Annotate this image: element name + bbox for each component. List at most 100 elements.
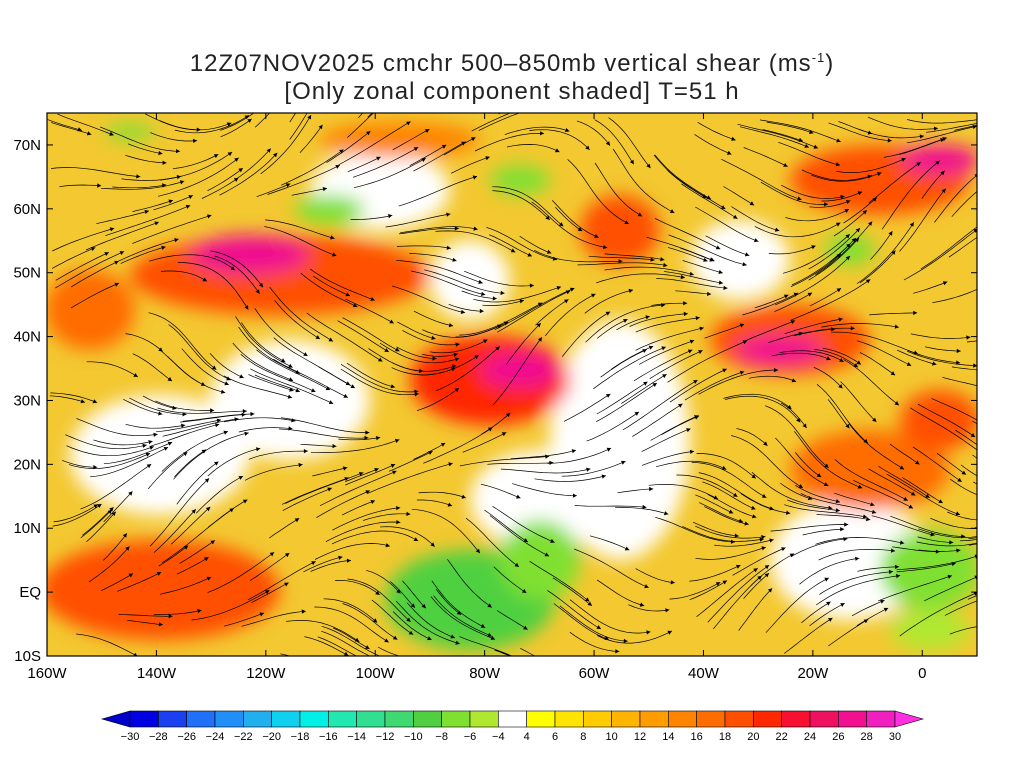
streamline	[338, 121, 411, 166]
streamline	[85, 221, 159, 251]
streamline	[76, 633, 138, 656]
streamline-arrowhead	[951, 561, 956, 567]
streamline-arrowhead	[863, 438, 868, 444]
streamline	[480, 483, 521, 499]
streamline-arrowhead	[413, 147, 419, 151]
streamline-arrowhead	[642, 349, 647, 353]
streamline-arrowhead	[753, 568, 758, 573]
streamline-arrowhead	[890, 371, 896, 376]
streamline-arrowhead	[816, 473, 822, 478]
colorbar-segment	[186, 710, 216, 728]
streamline-arrowhead	[295, 369, 300, 374]
streamline-arrowhead	[295, 388, 300, 393]
streamline-arrowhead	[545, 454, 550, 459]
streamline-arrowhead	[996, 592, 1000, 596]
streamline-arrowhead	[495, 346, 500, 351]
streamline	[910, 407, 977, 451]
streamline	[622, 379, 698, 431]
streamline	[780, 402, 807, 429]
streamline-arrowhead	[718, 269, 723, 274]
streamline	[101, 573, 134, 591]
streamline-arrowhead	[807, 292, 813, 297]
streamline-arrowhead	[223, 430, 228, 435]
streamline	[326, 130, 371, 163]
lat-tick-label: 20N	[13, 456, 41, 473]
streamline	[843, 197, 878, 224]
colorbar-label: 24	[804, 731, 816, 743]
streamline-arrowhead	[168, 199, 173, 204]
streamline	[899, 188, 946, 252]
streamline	[695, 525, 766, 539]
streamline	[156, 419, 222, 433]
streamline	[821, 191, 863, 202]
streamline	[944, 600, 977, 616]
streamline-arrowhead	[840, 194, 845, 200]
streamline	[379, 342, 460, 364]
streamline-arrowhead	[514, 562, 519, 567]
streamline	[586, 411, 640, 442]
streamline	[802, 528, 845, 536]
streamline-arrowhead	[649, 486, 654, 492]
colorbar-label: −28	[149, 731, 168, 743]
streamline	[280, 653, 291, 656]
streamline-arrowhead	[843, 537, 848, 542]
streamline-arrowhead	[981, 121, 985, 125]
streamline-arrowhead	[168, 614, 173, 619]
streamline	[684, 371, 745, 401]
streamline	[547, 447, 612, 464]
streamline-arrowhead	[550, 538, 555, 543]
streamline-arrowhead	[183, 452, 188, 457]
streamline	[743, 572, 770, 599]
streamline-arrowhead	[838, 384, 843, 389]
streamline	[682, 260, 723, 274]
streamline	[692, 521, 739, 537]
streamline	[380, 526, 435, 547]
streamline	[333, 627, 370, 650]
streamline-arrowhead	[487, 632, 492, 637]
streamline	[282, 487, 332, 511]
streamline	[93, 439, 153, 446]
streamline-arrowhead	[527, 252, 532, 257]
streamline	[431, 580, 486, 629]
streamline-arrowhead	[475, 548, 480, 554]
streamline-arrowhead	[176, 149, 180, 154]
streamline	[120, 246, 166, 264]
streamline	[430, 596, 496, 640]
streamline-arrowhead	[880, 599, 885, 604]
streamline-arrowhead	[722, 368, 727, 373]
streamline-arrowhead	[265, 590, 270, 595]
streamline	[461, 290, 497, 300]
streamline	[596, 579, 645, 607]
streamline	[951, 190, 977, 217]
streamline	[429, 339, 488, 354]
streamline	[353, 157, 426, 189]
streamline	[90, 446, 169, 478]
streamline	[584, 289, 634, 314]
streamline	[754, 222, 841, 238]
streamline-arrowhead	[1003, 172, 1008, 176]
streamline	[681, 183, 738, 219]
streamline-arrowhead	[739, 370, 745, 375]
streamline-arrowhead	[454, 226, 459, 231]
streamline-arrowhead	[288, 363, 293, 368]
streamline-arrowhead	[648, 345, 654, 350]
streamline-arrowhead	[890, 548, 896, 553]
streamline-arrowhead	[385, 543, 390, 548]
streamline-arrowhead	[406, 617, 411, 622]
streamline-arrowhead	[751, 474, 756, 479]
streamline-arrowhead	[179, 180, 185, 185]
streamline	[65, 434, 147, 450]
title-line-2: [Only zonal component shaded] T=51 h	[284, 78, 740, 105]
streamline	[834, 459, 908, 501]
streamline-arrowhead	[441, 144, 447, 149]
streamline-arrowhead	[721, 465, 727, 470]
streamline-arrowhead	[259, 612, 264, 617]
streamline-arrowhead	[201, 449, 207, 454]
streamline-arrowhead	[942, 281, 948, 286]
streamline	[238, 326, 300, 374]
streamline-arrowhead	[396, 506, 401, 511]
streamline	[86, 511, 117, 543]
streamline-arrowhead	[596, 625, 601, 629]
streamline-arrowhead	[330, 235, 335, 240]
streamline	[346, 362, 396, 388]
